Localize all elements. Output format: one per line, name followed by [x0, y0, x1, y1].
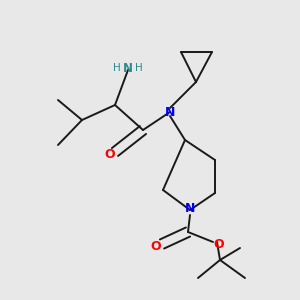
Text: H: H — [135, 63, 143, 73]
Text: H: H — [113, 63, 121, 73]
Text: N: N — [185, 202, 195, 215]
Text: O: O — [214, 238, 224, 250]
Text: N: N — [123, 61, 133, 74]
Text: O: O — [151, 239, 161, 253]
Text: O: O — [105, 148, 115, 160]
Text: N: N — [165, 106, 175, 118]
